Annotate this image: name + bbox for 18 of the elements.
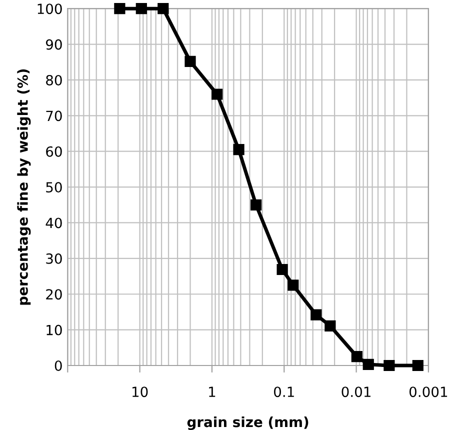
x-tick-label: 0.1 bbox=[274, 386, 294, 398]
y-tick-label: 50 bbox=[46, 182, 62, 193]
y-tick-label: 0 bbox=[54, 360, 62, 371]
y-axis-title: percentage fine by weight (%) bbox=[17, 69, 31, 305]
y-tick-label: 60 bbox=[46, 146, 62, 157]
y-tick-label: 70 bbox=[46, 110, 62, 122]
y-tick-label: 40 bbox=[46, 218, 62, 228]
y-tick-label: 10 bbox=[46, 324, 62, 336]
x-tick-label: 1 bbox=[209, 386, 216, 397]
x-tick-label: 10 bbox=[132, 386, 148, 398]
y-tick-label: 90 bbox=[46, 39, 62, 50]
y-tick-label: 80 bbox=[46, 74, 62, 86]
y-tick-label: 30 bbox=[46, 253, 62, 264]
x-tick-label: 0.001 bbox=[409, 386, 448, 398]
y-tick-label: 20 bbox=[46, 289, 62, 300]
x-tick-label: 0.01 bbox=[342, 386, 370, 398]
y-tick-label: 100 bbox=[38, 4, 62, 14]
x-axis-title: grain size (mm) bbox=[187, 416, 308, 430]
